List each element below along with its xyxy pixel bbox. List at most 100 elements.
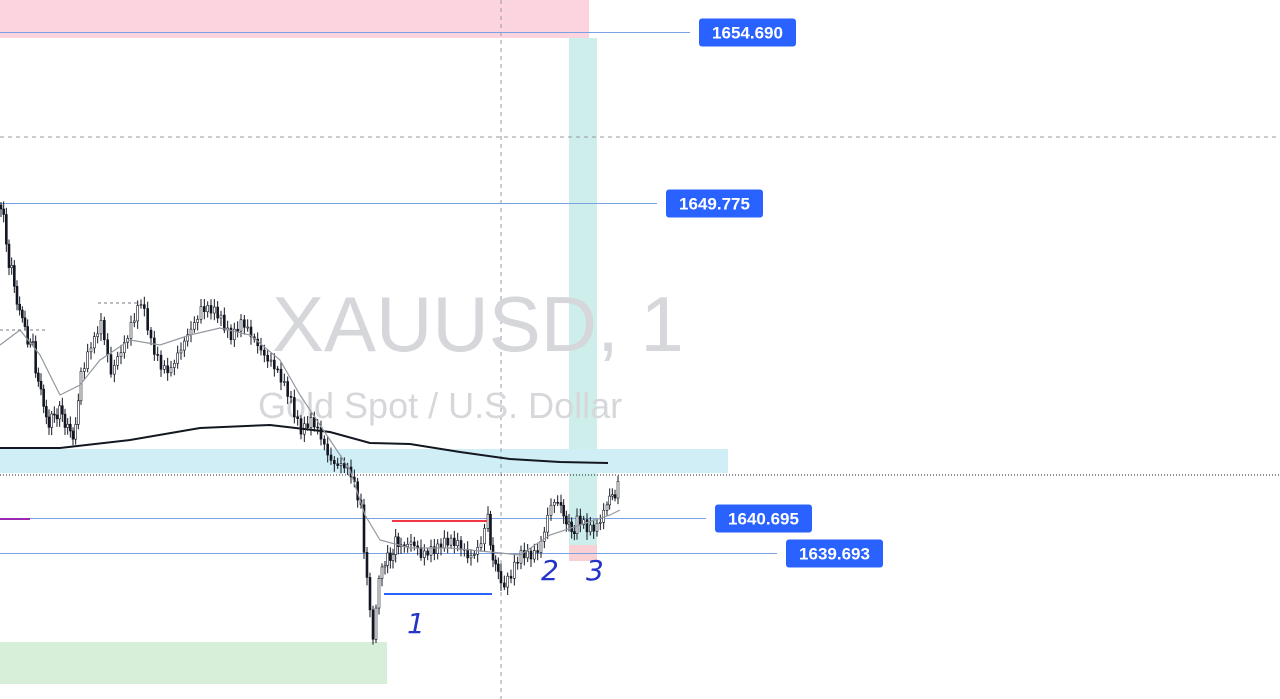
- candle-body: [516, 561, 519, 564]
- candle-body: [562, 505, 565, 517]
- annotation-1: 1: [407, 607, 425, 640]
- candle-body: [513, 561, 516, 579]
- candle-body: [219, 314, 223, 319]
- candle-body: [213, 306, 216, 314]
- candle-body: [229, 327, 233, 341]
- candle-body: [239, 319, 243, 332]
- candle-body: [499, 571, 503, 584]
- candle-body: [89, 347, 93, 353]
- candle-body: [374, 607, 378, 640]
- annotation-2: 2: [541, 554, 559, 587]
- candle-body: [10, 265, 13, 268]
- candle-body: [286, 381, 289, 397]
- candle-body: [316, 426, 319, 429]
- candle-body: [74, 424, 77, 440]
- candle-body: [153, 337, 156, 355]
- candle-body: [368, 577, 372, 611]
- candle-body: [296, 416, 299, 419]
- candle-body: [313, 417, 316, 428]
- candle-body: [173, 362, 176, 368]
- price-label-box: [699, 18, 796, 47]
- candle-body: [611, 494, 614, 497]
- candle-body: [565, 515, 568, 525]
- candle-body: [276, 368, 279, 371]
- supply-zone: [0, 0, 589, 38]
- watermark-description: Gold Spot / U.S. Dollar: [258, 385, 622, 426]
- candle-body: [549, 504, 553, 516]
- price-label-text: 1639.693: [799, 545, 870, 564]
- candle-body: [96, 333, 99, 337]
- candle-body: [166, 365, 169, 374]
- candle-body: [309, 417, 313, 428]
- price-level-label[interactable]: 1649.775: [666, 189, 763, 218]
- candle-body: [149, 329, 153, 339]
- price-level-label[interactable]: 1654.690: [699, 18, 796, 47]
- candle-body: [459, 540, 463, 550]
- price-level-label[interactable]: 1640.695: [715, 504, 812, 533]
- candle-body: [179, 349, 183, 354]
- candle-body: [343, 463, 346, 469]
- candle-body: [486, 513, 490, 529]
- candle-body: [266, 354, 269, 362]
- candle-body: [519, 550, 523, 564]
- candle-body: [123, 342, 126, 354]
- candle-body: [553, 501, 556, 506]
- candle-body: [279, 368, 283, 383]
- candle-body: [39, 380, 43, 390]
- candle-body: [506, 575, 509, 588]
- candle-body: [5, 214, 8, 245]
- candle-body: [129, 322, 133, 339]
- price-level-label[interactable]: 1639.693: [786, 539, 883, 568]
- candle-body: [7, 243, 11, 268]
- candle-body: [439, 543, 443, 549]
- candle-body: [249, 326, 253, 338]
- candle-body: [429, 546, 433, 556]
- candle-body: [79, 371, 83, 402]
- candle-body: [377, 578, 381, 609]
- candle-body: [233, 328, 236, 341]
- candle-body: [15, 285, 19, 305]
- candle-body: [139, 304, 143, 306]
- candle-body: [50, 413, 53, 428]
- candle-body: [436, 543, 439, 554]
- candle-body: [523, 550, 526, 559]
- candle-body: [386, 552, 389, 566]
- demand-zone-cyan: [0, 449, 728, 473]
- candle-body: [45, 406, 48, 418]
- candle-body: [362, 504, 366, 553]
- candle-body: [413, 541, 416, 547]
- candle-body: [183, 340, 186, 351]
- candle-body: [26, 326, 29, 345]
- candle-body: [473, 554, 476, 556]
- candle-body: [380, 566, 384, 579]
- candle-body: [339, 463, 343, 466]
- candle-body: [133, 320, 136, 323]
- candle-body: [533, 550, 536, 560]
- candle-body: [608, 495, 611, 506]
- candle-body: [483, 528, 486, 545]
- candle-body: [589, 524, 592, 533]
- candle-body: [37, 372, 40, 382]
- candle-body: [567, 521, 571, 525]
- candle-body: [53, 413, 56, 416]
- candle-body: [289, 396, 293, 398]
- candle-body: [539, 541, 543, 553]
- candle-body: [423, 550, 426, 558]
- candle-body: [243, 319, 246, 328]
- candle-body: [613, 494, 617, 499]
- candle-body: [186, 334, 189, 342]
- candle-body: [446, 537, 449, 546]
- candle-body: [494, 559, 497, 565]
- candle-body: [416, 545, 419, 548]
- candle-body: [47, 416, 51, 428]
- candle-body: [319, 426, 323, 440]
- candle-body: [391, 554, 395, 561]
- candle-body: [206, 305, 209, 313]
- candle-body: [34, 341, 37, 374]
- candle-body: [573, 531, 576, 535]
- candle-body: [582, 519, 585, 525]
- candle-body: [509, 575, 513, 579]
- candle-body: [146, 308, 149, 331]
- candle-body: [585, 519, 589, 533]
